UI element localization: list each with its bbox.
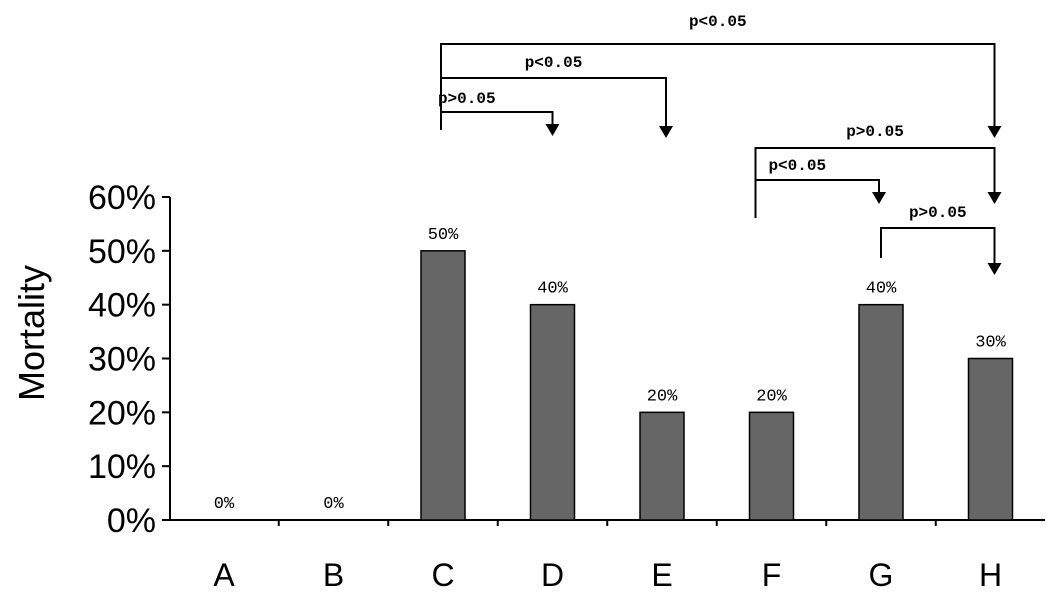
data-label-D: 40% bbox=[537, 280, 568, 299]
p-value-label: p<0.05 bbox=[768, 157, 826, 175]
arrow-head bbox=[545, 124, 560, 136]
comparison-C-D: p>0.05 bbox=[438, 90, 560, 136]
x-tick-label-E: E bbox=[651, 557, 672, 593]
x-tick-label-A: A bbox=[213, 557, 235, 593]
x-tick-label-F: F bbox=[762, 557, 782, 593]
x-tick-label-D: D bbox=[541, 557, 564, 593]
x-tick-label-G: G bbox=[869, 557, 894, 593]
significance-brackets: p<0.05 p<0.05 p>0.05 p>0.05 p<0.05 p>0.05 bbox=[438, 13, 1002, 275]
arrow-head bbox=[987, 192, 1002, 204]
y-axis-label: Mortality bbox=[11, 265, 52, 401]
x-tick-label-H: H bbox=[979, 557, 1002, 593]
y-tick-label: 0% bbox=[107, 502, 156, 540]
p-value-label: p>0.05 bbox=[846, 123, 904, 141]
arrow-head bbox=[872, 192, 886, 204]
data-label-E: 20% bbox=[647, 387, 678, 406]
bars: 0% 0% 50% 40% 20% 20% 40% 30% bbox=[214, 226, 1014, 521]
data-label-F: 20% bbox=[756, 387, 787, 406]
comparison-G-H: p>0.05 bbox=[880, 204, 1002, 275]
bar-D bbox=[529, 303, 576, 521]
bracket-line bbox=[880, 227, 996, 263]
axes bbox=[169, 197, 1045, 526]
bar-G bbox=[858, 303, 904, 521]
bar-E bbox=[639, 411, 685, 521]
data-label-A: 0% bbox=[214, 495, 235, 514]
arrow-head bbox=[659, 126, 673, 138]
data-label-B: 0% bbox=[323, 495, 344, 514]
y-tick-label: 20% bbox=[88, 394, 156, 432]
p-value-label: p<0.05 bbox=[525, 54, 583, 72]
bracket-line bbox=[754, 179, 880, 218]
bar-H bbox=[967, 357, 1014, 521]
y-tick-label: 50% bbox=[88, 233, 156, 271]
y-tick-label: 60% bbox=[88, 179, 156, 217]
bracket-line bbox=[440, 77, 667, 130]
comparison-C-H: p<0.05 bbox=[440, 13, 1002, 138]
arrow-head bbox=[987, 263, 1002, 275]
y-tick-label: 10% bbox=[88, 448, 156, 486]
data-label-G: 40% bbox=[866, 280, 897, 299]
bar-F bbox=[748, 411, 795, 521]
p-value-label: p>0.05 bbox=[438, 90, 496, 108]
y-tick-label: 30% bbox=[88, 341, 156, 379]
x-tick-labels: A B C D E F G H bbox=[213, 557, 1002, 593]
arrow-head bbox=[987, 126, 1002, 138]
p-value-label: p>0.05 bbox=[909, 204, 967, 222]
data-label-C: 50% bbox=[428, 226, 459, 245]
x-tick-label-B: B bbox=[323, 557, 344, 593]
p-value-label: p<0.05 bbox=[689, 13, 747, 31]
bar-C bbox=[420, 250, 466, 521]
y-ticks: 0% 10% 20% 30% 40% 50% 60% bbox=[88, 179, 170, 540]
y-tick-label: 40% bbox=[88, 287, 156, 325]
comparison-F-G: p<0.05 bbox=[754, 157, 886, 218]
x-tick-label-C: C bbox=[431, 557, 454, 593]
comparison-C-E: p<0.05 bbox=[440, 54, 673, 138]
bracket-line bbox=[440, 111, 554, 130]
data-label-H: 30% bbox=[975, 334, 1006, 353]
